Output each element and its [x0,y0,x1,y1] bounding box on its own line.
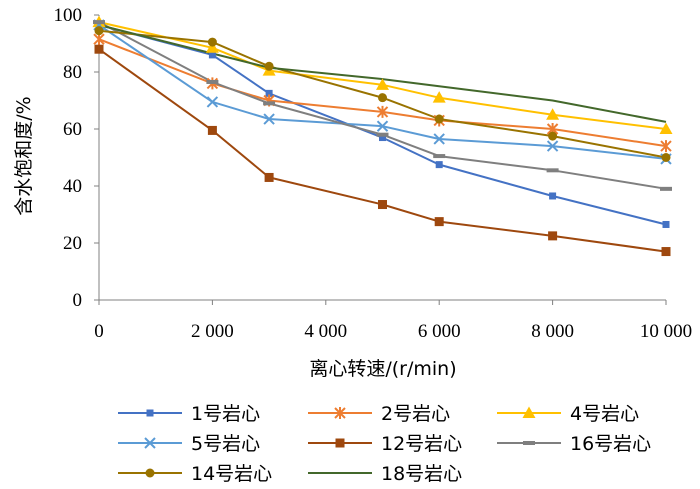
data-point [546,140,559,152]
data-point [378,200,387,210]
data-point [263,113,275,125]
y-tick-label: 20 [63,233,82,254]
x-tick-label: 6 000 [418,321,461,342]
legend-item: 16号岩心 [497,433,651,455]
data-point [661,247,671,257]
data-point [432,91,446,103]
y-tick-label: 100 [54,5,83,26]
data-point [376,78,389,90]
data-point [660,140,672,153]
data-point [434,217,444,227]
legend-item: 14号岩心 [118,463,272,485]
axes [94,14,667,305]
y-axis-label: 含水饱和度/% [13,96,35,215]
legend-item: 5号岩心 [118,433,260,455]
x-axis-label: 离心转速/(r/min) [309,358,456,380]
data-point [662,220,670,228]
legend-label: 4号岩心 [570,403,639,425]
y-tick-label: 0 [73,290,83,311]
data-point [434,114,444,124]
series-markers [92,15,673,257]
data-point [546,168,559,173]
data-point [207,125,217,135]
data-point [207,37,217,47]
data-point [376,105,389,118]
legend-marker [144,437,156,449]
legend-marker [335,438,345,448]
data-point [206,79,219,84]
legend-marker [146,409,154,417]
data-point [549,192,557,200]
data-point [376,120,389,132]
legend-item: 2号岩心 [308,403,450,425]
legend-marker [334,407,346,419]
legend-marker [523,441,535,445]
legend-label: 16号岩心 [570,433,651,455]
data-point [433,154,446,159]
data-point [206,96,219,108]
legend-item: 4号岩心 [497,403,639,425]
legend-marker [522,406,536,418]
legend: 1号岩心 2号岩心 4号岩心 5号岩心 12号岩心 16号岩心 14号岩心 18号岩心 [118,403,651,485]
data-point [94,44,104,54]
data-point [433,133,445,145]
data-point [205,41,219,53]
legend-marker [145,468,155,478]
legend-label: 12号岩心 [381,433,462,455]
data-point [263,101,276,106]
data-point [548,131,558,141]
data-point [94,26,104,36]
legend-item: 1号岩心 [118,403,260,425]
data-point [265,89,273,97]
data-point [208,51,216,59]
legend-label: 5号岩心 [191,433,260,455]
x-tick-label: 0 [94,321,104,342]
x-tick-label: 10 000 [640,321,692,342]
data-point [548,231,558,241]
legend-label: 2号岩心 [381,403,450,425]
data-point [264,172,274,182]
data-point [264,61,274,71]
series-line-2 [98,38,667,148]
data-point [379,134,386,142]
data-point [93,20,105,25]
data-point [93,33,105,46]
data-point [659,122,673,134]
data-point [660,186,672,191]
tick-labels: 0 20 40 60 80 100 0 2 000 4 000 6 000 8 000 10 000 [54,5,693,342]
data-point [435,161,443,169]
y-tick-label: 40 [63,176,82,197]
data-point [378,93,387,103]
x-tick-label: 4 000 [304,321,347,342]
data-point [546,108,560,120]
legend-label: 1号岩心 [191,403,260,425]
y-tick-label: 80 [63,62,82,83]
data-point [661,153,671,162]
legend-item: 12号岩心 [308,433,462,455]
y-tick-label: 60 [63,119,82,140]
legend-label: 18号岩心 [381,463,462,485]
x-tick-label: 2 000 [191,321,234,342]
legend-item: 18号岩心 [308,463,462,485]
x-tick-label: 8 000 [531,321,574,342]
data-point [376,132,389,137]
legend-label: 14号岩心 [191,463,272,485]
